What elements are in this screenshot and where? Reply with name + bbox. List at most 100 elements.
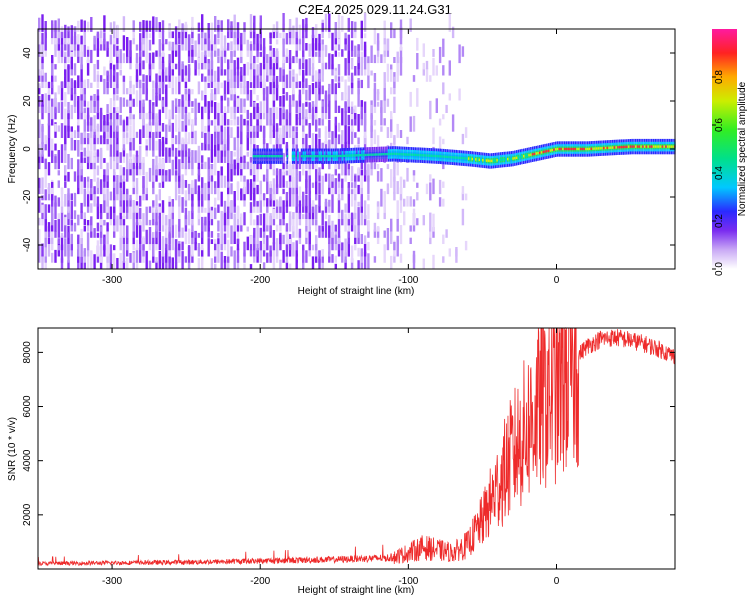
heatmap-noise-cell [249, 89, 253, 107]
heatmap-noise-cell [432, 57, 435, 76]
heatmap-noise-cell [139, 240, 142, 251]
heatmap-noise-cell [155, 194, 158, 207]
heatmap-ridge-cell [553, 148, 555, 151]
heatmap-noise-cell [262, 80, 266, 88]
heatmap-noise-cell [217, 130, 220, 145]
heatmap-noise-cell [60, 81, 64, 101]
heatmap-noise-cell [113, 21, 116, 39]
heatmap-noise-cell [341, 92, 344, 101]
heatmap-noise-cell [44, 169, 47, 188]
heatmap-noise-cell [113, 183, 116, 201]
heatmap-noise-cell [122, 236, 126, 244]
heatmap-ridge-cell [427, 154, 429, 157]
heatmap-noise-cell [145, 123, 148, 138]
heatmap-noise-cell [243, 29, 246, 45]
heatmap-noise-cell [249, 14, 253, 32]
heatmap-noise-cell [393, 57, 396, 63]
heatmap-noise-cell [246, 236, 249, 251]
heatmap-noise-cell [315, 88, 318, 107]
heatmap-noise-cell [230, 21, 233, 32]
heatmap-noise-cell [363, 200, 367, 220]
heatmap-noise-cell [305, 59, 308, 76]
heatmap-noise-cell [308, 167, 311, 176]
heatmap-ridge-cell [462, 157, 465, 160]
heatmap-noise-cell [54, 123, 57, 132]
heatmap-ridge-cell [418, 153, 420, 157]
heatmap-noise-cell [272, 51, 276, 64]
heatmap-noise-cell [285, 160, 289, 170]
heatmap-noise-cell [230, 127, 233, 138]
heatmap-ridge-cell [467, 157, 470, 160]
heatmap-noise-cell [305, 101, 308, 107]
heatmap-noise-cell [282, 61, 285, 70]
heatmap-ridge-cell [457, 156, 459, 159]
heatmap-noise-cell [122, 75, 126, 95]
heatmap-noise-cell [259, 40, 262, 51]
heatmap-noise-cell [376, 201, 380, 207]
heatmap-noise-cell [360, 56, 363, 70]
heatmap-noise-cell [158, 231, 161, 251]
heatmap-noise-cell [132, 114, 135, 120]
heatmap-noise-cell [311, 256, 315, 269]
heatmap-noise-cell [47, 183, 51, 195]
heatmap-noise-cell [122, 194, 126, 213]
heatmap-noise-cell [197, 81, 201, 95]
heatmap-noise-cell [113, 137, 116, 157]
heatmap-noise-cell [148, 167, 152, 182]
heatmap-noise-cell [197, 43, 201, 57]
heatmap-ridge-cell [402, 153, 404, 156]
heatmap-noise-cell [178, 25, 181, 39]
heatmap-noise-cell [324, 140, 328, 151]
heatmap-noise-cell [148, 63, 152, 76]
heatmap-noise-cell [184, 165, 188, 176]
heatmap-noise-cell [406, 136, 409, 145]
heatmap-noise-cell [429, 227, 432, 238]
heatmap-noise-cell [288, 124, 292, 138]
heatmap-noise-cell [41, 65, 44, 76]
heatmap-noise-cell [380, 107, 383, 126]
heatmap-noise-cell [132, 252, 135, 263]
heatmap-ridge-cell [259, 155, 262, 158]
heatmap-ridge-cell [361, 153, 363, 157]
heatmap-ridge-cell [482, 159, 484, 162]
heatmap-noise-cell [174, 135, 178, 145]
heatmap-noise-cell [409, 237, 412, 244]
heatmap-noise-cell [266, 72, 269, 82]
heatmap-noise-cell [305, 162, 308, 170]
heatmap-noise-cell [181, 139, 184, 151]
heatmap-ridge-cell [441, 155, 443, 158]
heatmap-noise-cell [217, 102, 220, 113]
heatmap-noise-cell [201, 253, 204, 263]
heatmap-noise-cell [445, 229, 448, 238]
heatmap-ridge-cell [587, 147, 589, 151]
heatmap-noise-cell [152, 26, 155, 45]
heatmap-noise-cell [38, 119, 41, 126]
heatmap-noise-cell [220, 46, 223, 57]
heatmap-noise-cell [158, 112, 161, 120]
heatmap-ridge-cell [519, 155, 521, 159]
heatmap-noise-cell [360, 51, 363, 57]
heatmap-noise-cell [412, 75, 416, 82]
heatmap-ridge-cell [480, 158, 482, 162]
heatmap-noise-cell [217, 238, 220, 245]
heatmap-noise-cell [152, 16, 155, 32]
heatmap-noise-cell [60, 144, 64, 163]
heatmap-noise-cell [315, 51, 318, 57]
heatmap-noise-cell [106, 41, 109, 51]
heatmap-noise-cell [64, 181, 67, 188]
heatmap-noise-cell [279, 259, 282, 269]
heatmap-ridge-cell [549, 149, 552, 152]
heatmap-noise-cell [298, 171, 302, 182]
heatmap-noise-cell [305, 194, 308, 207]
heatmap-ridge-cell [316, 155, 319, 158]
heatmap-noise-cell [285, 74, 289, 89]
heatmap-noise-cell [337, 178, 341, 188]
heatmap-noise-cell [122, 75, 126, 82]
heatmap-noise-cell [262, 194, 266, 207]
heatmap-noise-cell [328, 13, 331, 32]
heatmap-noise-cell [135, 57, 139, 70]
heatmap-noise-cell [315, 36, 318, 51]
heatmap-noise-cell [334, 263, 337, 269]
heatmap-noise-cell [442, 198, 445, 207]
heatmap-noise-cell [214, 207, 217, 213]
